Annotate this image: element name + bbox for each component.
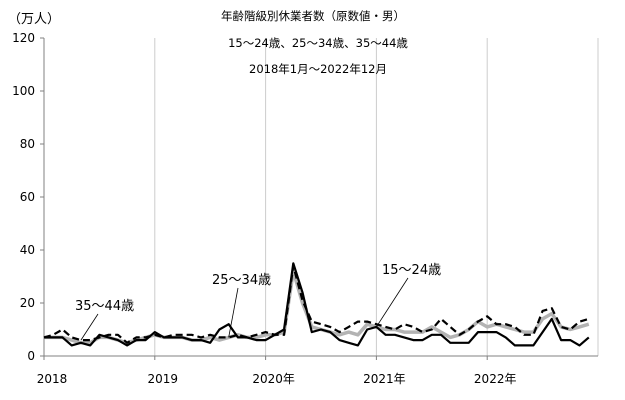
series-line-15～24歳 — [44, 262, 590, 347]
annotation-label: 35～44歳 — [75, 299, 134, 314]
y-tick-label: 80 — [20, 137, 35, 151]
series-lines — [43, 262, 590, 347]
annotation-leader-line — [376, 277, 409, 328]
gridlines — [154, 38, 599, 356]
series-line-35～44歳 — [43, 264, 590, 344]
axes: 0 20 40 60 80 100 120 2018 2019 2020年 2021年 2022年 — [12, 31, 598, 386]
y-tick-label: 100 — [12, 84, 35, 98]
y-tick-label: 60 — [20, 190, 35, 204]
y-tick-label: 20 — [20, 296, 35, 310]
annotation-leader-line — [228, 287, 239, 338]
x-tick-label: 2021年 — [363, 372, 406, 386]
y-tick-label: 120 — [12, 31, 35, 45]
annotation-label: 25～34歳 — [212, 273, 271, 288]
chart-subtitle-line-2: 2018年1月～2022年12月 — [249, 62, 387, 76]
annotations: 35～44歳 25～34歳 15～24歳 — [75, 263, 441, 341]
y-axis-unit-label: （万人） — [8, 12, 60, 27]
x-tick-label: 2019 — [148, 372, 179, 386]
annotation-label: 15～24歳 — [382, 263, 441, 278]
x-tick-label: 2020年 — [252, 372, 295, 386]
x-tick-label: 2022年 — [474, 372, 517, 386]
chart-title: 年齢階級別休業者数（原数値・男） — [221, 9, 405, 23]
y-tick-label: 0 — [27, 349, 35, 363]
x-tick-label: 2018 — [37, 372, 68, 386]
chart-subtitle-line-1: 15～24歳、25～34歳、35～44歳 — [228, 36, 408, 50]
annotation-leader-line — [80, 313, 99, 341]
y-tick-label: 40 — [20, 243, 35, 257]
